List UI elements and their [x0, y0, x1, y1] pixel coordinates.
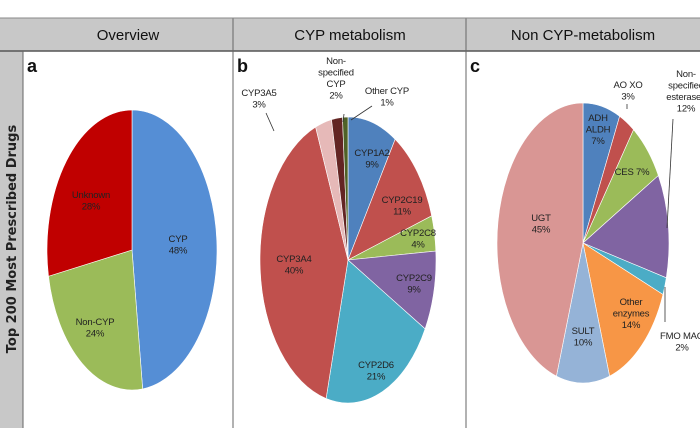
pie-slice-sult [556, 242, 610, 384]
slice-label-fmo-mao: FMO MAO 2% [660, 331, 700, 354]
slice-name: enzymes [613, 309, 650, 320]
slice-label-cyp: CYP 48% [169, 234, 188, 257]
pie-chart-overview: CYP 48% Non-CYP 24% Unknown 28% [46, 109, 218, 391]
slice-label-adh-aldh: ADH ALDH 7% [586, 113, 611, 147]
panel-label-a: a [27, 56, 38, 76]
slice-name: Other [620, 297, 643, 308]
slice-label-cyp2c19: CYP2C19 11% [382, 195, 423, 218]
slice-name: CYP2C9 [396, 273, 432, 284]
slice-name: SULT [572, 326, 595, 337]
slice-label-cyp3a5: CYP3A5 3% [241, 88, 276, 111]
pie-slice-ugt [496, 102, 584, 377]
slice-percent: 2% [329, 91, 343, 102]
side-band [0, 51, 23, 428]
leader-line-non-specified-esterases [666, 118, 674, 229]
slice-name: CYP1A2 [354, 148, 389, 159]
slice-label-non-specified-cyp: Non-specified CYP 2% [318, 56, 354, 102]
pie-slice-other-cyp [342, 116, 349, 261]
pie-slice-cyp2c19 [347, 138, 433, 261]
panel-label-c: c [470, 56, 480, 76]
pie-slice-unknown [46, 109, 133, 277]
slice-percent: 10% [574, 338, 593, 349]
slice-name: ALDH [586, 125, 611, 136]
slice-percent: 1% [380, 98, 394, 109]
pie-slice-non-specified-esterases [582, 175, 670, 279]
column-header-overview: Overview [97, 27, 160, 44]
header-band [0, 18, 700, 51]
slice-label-sult: SULT 10% [572, 326, 595, 349]
slice-label-ugt: UGT 45% [531, 213, 551, 236]
slice-percent: 48% [169, 246, 188, 257]
slice-label-cyp2c8: CYP2C8 4% [400, 228, 436, 251]
slice-label-ao-xo: AO XO 3% [613, 80, 642, 103]
slice-label-cyp2c9: CYP2C9 9% [396, 273, 432, 296]
pie-slice-cyp [131, 109, 218, 390]
leader-line-cyp3a5 [265, 112, 275, 132]
pie-slice-non-cyp [48, 249, 143, 391]
slice-name: Other CYP [365, 86, 409, 97]
slice-percent: 24% [86, 329, 105, 340]
slice-percent: 21% [367, 372, 386, 383]
slice-name: AO XO [613, 80, 642, 91]
slice-name: CYP [327, 79, 346, 90]
slice-label-unknown: Unknown 28% [72, 190, 110, 213]
pie-slice-cyp2d6 [325, 259, 426, 404]
slice-name: Non- [326, 56, 346, 67]
slice-label-cyp3a4: CYP3A4 40% [276, 254, 311, 277]
slice-percent: 2% [675, 343, 689, 354]
slice-name: Unknown [72, 190, 110, 201]
slice-label-other-enzymes: Other enzymes 14% [613, 297, 650, 331]
slice-label-cyp2d6: CYP2D6 21% [358, 360, 394, 383]
slice-percent: 9% [407, 285, 421, 296]
slice-name: CYP2D6 [358, 360, 394, 371]
pie-chart-cyp: CYP1A2 9%CYP2C19 11%CYP2C8 4%CYP2C9 9%CYP2D6… [241, 56, 437, 404]
slice-percent: 45% [532, 225, 551, 236]
slice-name: FMO MAO [660, 331, 700, 342]
slice-label-cyp1a2: CYP1A2 9% [354, 148, 389, 171]
slice-percent: 4% [411, 240, 425, 251]
slice-name: CES 7% [615, 167, 650, 178]
slice-name: CYP2C19 [382, 195, 423, 206]
pie-slice-cyp3a4 [259, 126, 349, 399]
panel-label-b: b [237, 56, 248, 76]
slice-percent: 7% [591, 136, 605, 147]
row-label: Top 200 Most Prescribed Drugs [5, 125, 20, 354]
column-header-non-cyp: Non CYP-metabolism [511, 27, 655, 44]
leader-line-other-cyp [350, 105, 373, 121]
slice-label-non-cyp: Non-CYP 24% [76, 317, 115, 340]
slice-name: esterases [666, 92, 700, 103]
slice-name: ADH [588, 113, 608, 124]
slice-percent: 3% [621, 92, 635, 103]
slice-percent: 40% [285, 266, 304, 277]
pie-slice-cyp1a2 [347, 116, 396, 261]
leader-line-non-specified-cyp [342, 113, 345, 123]
slice-name: specified [318, 68, 354, 79]
pie-slice-cyp2c9 [347, 250, 437, 330]
slice-percent: 12% [677, 104, 696, 115]
slice-percent: 11% [393, 207, 411, 218]
slice-label-ces: CES 7% [615, 167, 650, 178]
slice-name: specified [668, 81, 700, 92]
slice-label-other-cyp: Other CYP 1% [365, 86, 409, 109]
slice-percent: 28% [82, 202, 101, 213]
slice-name: UGT [531, 213, 551, 224]
column-header-cyp: CYP metabolism [294, 27, 405, 44]
slice-label-non-specified-esterases: Non-specifiedesterases12% [666, 69, 700, 115]
slice-percent: 14% [622, 320, 641, 331]
slice-name: Non- [676, 69, 696, 80]
slice-name: Non-CYP [76, 317, 115, 328]
slice-name: CYP3A5 [241, 88, 276, 99]
slice-name: CYP [169, 234, 188, 245]
slice-percent: 9% [365, 160, 379, 171]
slice-percent: 3% [252, 100, 266, 111]
slice-name: CYP2C8 [400, 228, 436, 239]
slice-name: CYP3A4 [276, 254, 311, 265]
